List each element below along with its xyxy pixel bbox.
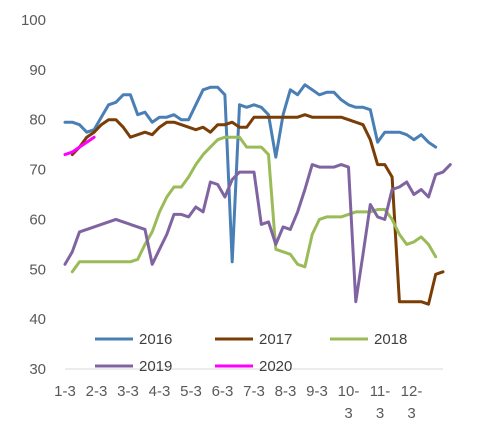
legend-item-2019: 2019 [95, 358, 172, 375]
x-tick-label: 9-3 [306, 383, 328, 400]
x-tick-line1: 6-3 [212, 383, 234, 400]
y-tick-label: 30 [29, 361, 46, 378]
y-tick-label: 60 [29, 211, 46, 228]
series-line-2018 [70, 135, 438, 274]
y-tick-label: 50 [29, 261, 46, 278]
legend-label: 2017 [259, 331, 292, 348]
x-tick-line1: 2-3 [86, 383, 108, 400]
legend-label: 2019 [139, 358, 172, 375]
x-tick-line1: 11- [370, 383, 391, 400]
x-tick-line1: 5-3 [180, 383, 202, 400]
x-tick-label: 4-3 [149, 383, 171, 400]
x-tick-line1: 7-3 [243, 383, 265, 400]
x-tick-label: 1-3 [54, 383, 76, 400]
legend-item-2017: 2017 [215, 331, 292, 348]
x-tick-label: 5-3 [180, 383, 202, 400]
x-tick-line1: 10- [338, 383, 360, 400]
x-tick-label: 2-3 [86, 383, 108, 400]
series-line-2020 [63, 135, 96, 157]
legend-label: 2020 [259, 358, 292, 375]
x-axis-ticks: 1-3 2-3 3-3 4-3 5-3 6-3 7-3 8-3 9-3 10-311-312-3 [54, 383, 422, 422]
legend-label: 2016 [139, 331, 172, 348]
legend-label: 2018 [374, 331, 407, 348]
y-tick-label: 70 [29, 162, 46, 179]
legend-item-2018: 2018 [330, 331, 407, 348]
series-line-2019 [63, 163, 452, 304]
legend-item-2016: 2016 [95, 331, 172, 348]
x-tick-line1: 8-3 [275, 383, 297, 400]
x-tick-label: 11-3 [370, 383, 391, 422]
y-tick-label: 100 [21, 12, 46, 29]
y-axis-ticks: 30 40 50 60 70 80 90 100 [21, 12, 46, 378]
legend-item-2020: 2020 [215, 358, 292, 375]
x-tick-label: 7-3 [243, 383, 265, 400]
x-tick-line2: 3 [376, 405, 384, 422]
y-tick-label: 90 [29, 62, 46, 79]
y-tick-label: 40 [29, 311, 46, 328]
x-tick-line1: 4-3 [149, 383, 171, 400]
series-lines [63, 83, 452, 306]
x-tick-line1: 9-3 [306, 383, 328, 400]
series-line-2016 [63, 83, 438, 264]
x-tick-label: 12-3 [401, 383, 423, 422]
x-tick-line2: 3 [407, 405, 415, 422]
x-tick-line1: 1-3 [54, 383, 76, 400]
x-tick-line1: 3-3 [117, 383, 139, 400]
x-tick-label: 3-3 [117, 383, 139, 400]
x-tick-line2: 3 [344, 405, 352, 422]
legend: 2016 2017 2018 2019 2020 [95, 331, 407, 375]
series-line-2017 [70, 113, 445, 306]
y-tick-label: 80 [29, 112, 46, 129]
x-tick-label: 6-3 [212, 383, 234, 400]
x-tick-line1: 12- [401, 383, 423, 400]
x-tick-label: 10-3 [338, 383, 360, 422]
x-tick-label: 8-3 [275, 383, 297, 400]
